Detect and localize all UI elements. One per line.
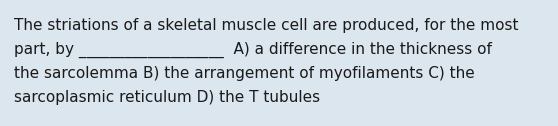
Text: part, by ___________________  A) a difference in the thickness of: part, by ___________________ A) a differ… [14, 42, 492, 58]
Text: the sarcolemma B) the arrangement of myofilaments C) the: the sarcolemma B) the arrangement of myo… [14, 66, 475, 81]
Text: sarcoplasmic reticulum D) the T tubules: sarcoplasmic reticulum D) the T tubules [14, 90, 320, 105]
Text: The striations of a skeletal muscle cell are produced, for the most: The striations of a skeletal muscle cell… [14, 18, 518, 33]
